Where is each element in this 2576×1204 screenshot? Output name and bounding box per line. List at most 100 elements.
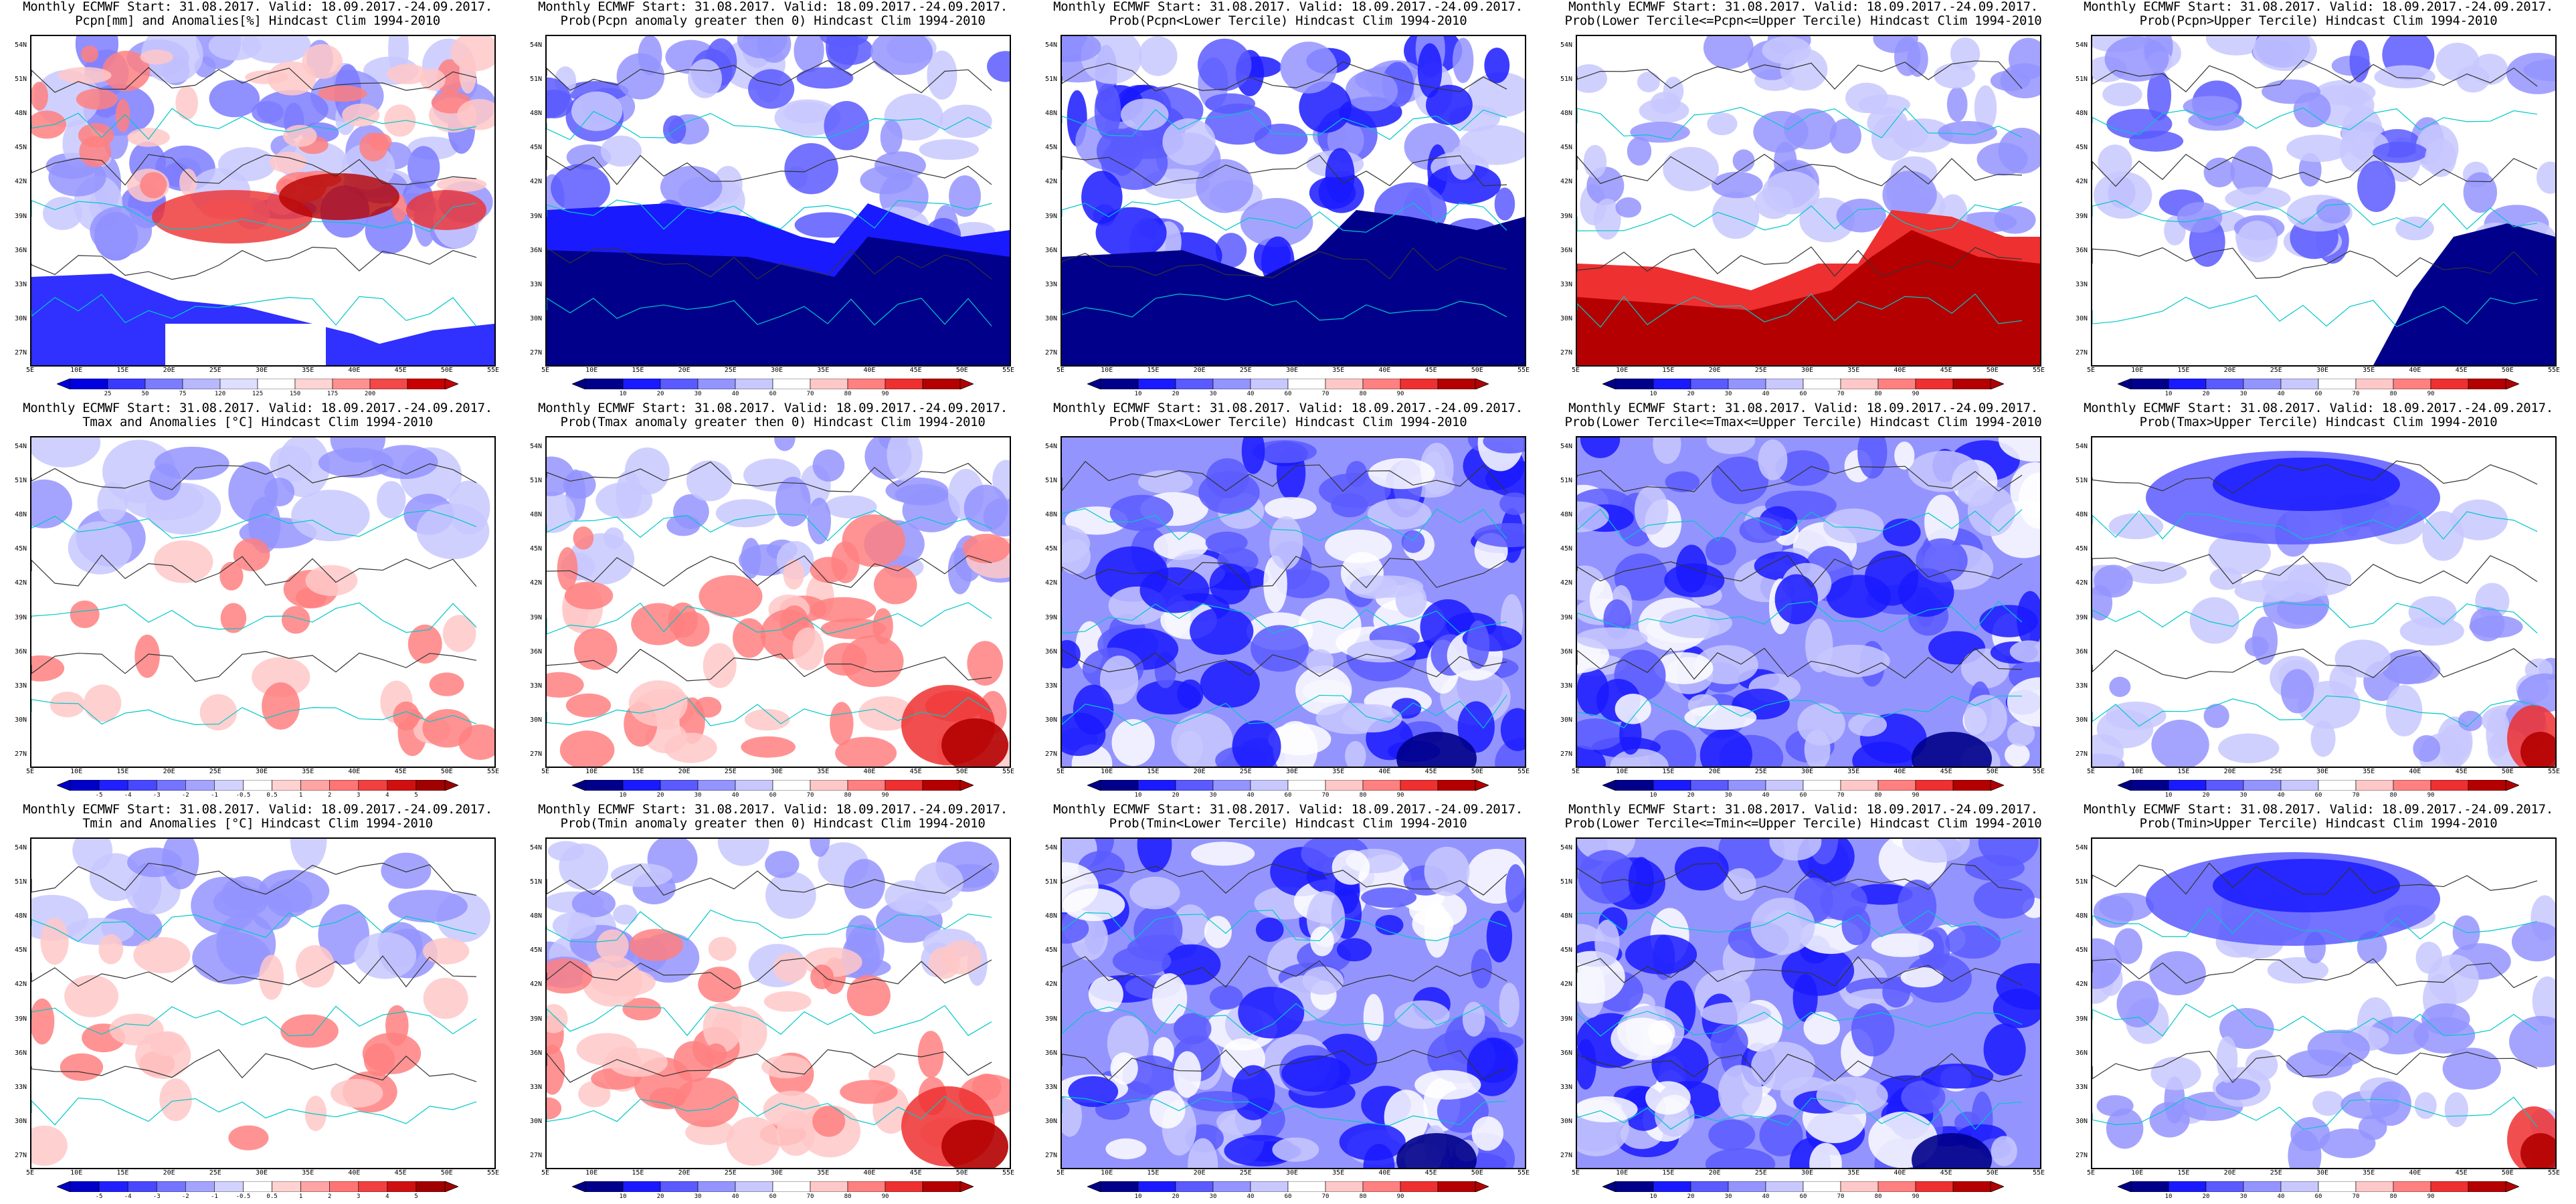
longitude-label: 10E [2131, 1169, 2144, 1177]
latitude-label: 36N [2075, 246, 2088, 254]
longitude-label: 15E [1147, 367, 1160, 374]
colorbar-swatch [1175, 379, 1214, 389]
colorbar-swatch [2280, 1181, 2319, 1192]
longitude-label: 35E [2363, 768, 2375, 775]
longitude-label: 5E [1571, 367, 1580, 374]
longitude-label: 55E [1517, 768, 1530, 775]
latitude-label: 51N [529, 477, 542, 485]
longitude-label: 5E [1056, 367, 1065, 374]
map-panel-p13: Monthly ECMWF Start: 31.08.2017. Valid: … [1030, 803, 1546, 1204]
panel-title-line1: Monthly ECMWF Start: 31.08.2017. Valid: … [1053, 803, 1523, 817]
latitude-label: 45N [529, 946, 542, 955]
colorbar-swatch [2243, 780, 2282, 791]
colorbar-tick-label: 1 [298, 792, 303, 799]
colorbar-tick-label: 20 [1687, 792, 1695, 799]
colorbar-max-arrow [1990, 780, 2004, 791]
longitude-label: 10E [1616, 1169, 1629, 1177]
colorbar-swatch [300, 780, 330, 791]
longitude-label: 50E [955, 367, 968, 374]
colorbar-swatch [98, 780, 128, 791]
latitude-label: 27N [1044, 349, 1057, 357]
colorbar [57, 780, 458, 791]
colorbar-swatch [2130, 1181, 2169, 1192]
latitude-label: 48N [529, 912, 542, 920]
latitude-labels: 54N 51N 48N 45N 42N 39N 36N 33N 30N 27N [1546, 436, 1575, 765]
colorbar [1602, 780, 2004, 791]
latitude-label: 42N [2075, 981, 2088, 989]
panel-title: Monthly ECMWF Start: 31.08.2017. Valid: … [0, 803, 515, 836]
latitude-label: 42N [14, 579, 27, 587]
panel-title: Monthly ECMWF Start: 31.08.2017. Valid: … [2061, 803, 2576, 836]
colorbar-tick-labels: 10 20 30 40 60 70 80 90 [572, 1193, 974, 1201]
longitude-label: 25E [1239, 768, 1252, 775]
colorbar-tick-label: 90 [2427, 1193, 2435, 1200]
longitude-label: 5E [1056, 1169, 1065, 1177]
panel-title: Monthly ECMWF Start: 31.08.2017. Valid: … [515, 401, 1030, 435]
map-frame [30, 35, 496, 367]
colorbar [57, 1181, 458, 1192]
colorbar-tick-label: 80 [2389, 792, 2397, 799]
latitude-label: 30N [1044, 1117, 1057, 1125]
longitude-label: 5E [1571, 768, 1580, 775]
longitude-label: 15E [1147, 768, 1160, 775]
map-panel-p2: Monthly ECMWF Start: 31.08.2017. Valid: … [515, 0, 1030, 401]
colorbar-tick-label: 30 [2239, 1193, 2247, 1200]
longitude-labels: 5E 10E 15E 20E 25E 30E 35E 40E 45E 50E 55E [1056, 1169, 1530, 1179]
colorbar-swatch [294, 379, 333, 389]
longitude-label: 55E [1517, 367, 1530, 374]
latitude-label: 48N [1560, 912, 1572, 920]
map-frame [1061, 837, 1526, 1169]
longitude-label: 50E [955, 768, 968, 775]
longitude-label: 20E [2223, 1169, 2236, 1177]
longitude-label: 30E [1285, 768, 1299, 775]
colorbar-swatch [2243, 379, 2282, 389]
map-panel-p14: Monthly ECMWF Start: 31.08.2017. Valid: … [1546, 803, 2061, 1204]
latitude-label: 36N [529, 647, 542, 656]
latitude-label: 42N [1560, 981, 1572, 989]
latitude-label: 39N [529, 1015, 542, 1023]
latitude-label: 42N [1044, 579, 1057, 587]
longitude-labels: 5E 10E 15E 20E 25E 30E 35E 40E 45E 50E 55E [26, 367, 499, 376]
colorbar-tick-label: 40 [1247, 391, 1255, 397]
colorbar-tick-label: -5 [95, 1193, 103, 1200]
colorbar-swatch [1250, 379, 1289, 389]
colorbar-swatch [2355, 379, 2394, 389]
colorbar-tick-label: 80 [844, 1193, 852, 1200]
latitude-label: 42N [1560, 178, 1572, 186]
colorbar-swatch [1325, 379, 1364, 389]
colorbar-tick-label: 2 [327, 792, 332, 799]
longitude-label: 15E [116, 1169, 129, 1177]
latitude-label: 33N [2075, 1083, 2088, 1091]
longitude-label: 5E [1571, 1169, 1580, 1177]
colorbar-swatch [156, 780, 186, 791]
longitude-label: 25E [209, 768, 221, 775]
map-field [547, 437, 1010, 767]
colorbar-tick-label: 60 [1284, 792, 1292, 799]
latitude-label: 45N [1560, 946, 1572, 955]
colorbar-tick-label: 40 [731, 391, 739, 397]
longitude-label: 35E [302, 768, 314, 775]
map-panel-p9: Monthly ECMWF Start: 31.08.2017. Valid: … [1546, 401, 2061, 803]
latitude-label: 30N [14, 1117, 27, 1125]
colorbar-swatch [1952, 1181, 1991, 1192]
colorbar-tick-label: -2 [181, 792, 189, 799]
panel-title-line2: Tmax and Anomalies [°C] Hindcast Clim 19… [82, 415, 433, 429]
longitude-label: 45E [909, 367, 922, 374]
panel-title: Monthly ECMWF Start: 31.08.2017. Valid: … [1030, 803, 1546, 836]
longitude-label: 55E [2547, 367, 2561, 374]
latitude-label: 54N [1560, 41, 1572, 49]
panel-title-line2: Prob(Pcpn>Upper Tercile) Hindcast Clim 1… [2139, 14, 2498, 28]
colorbar-swatch [407, 379, 446, 389]
latitude-label: 54N [2075, 443, 2088, 450]
longitude-label: 35E [817, 768, 830, 775]
colorbar-tick-labels: 10 20 30 40 60 70 80 90 [1602, 391, 2004, 399]
colorbar-swatch [1840, 379, 1879, 389]
colorbar-swatch [697, 379, 736, 389]
colorbar [572, 780, 974, 791]
longitude-label: 20E [678, 768, 691, 775]
colorbar-swatch [772, 1181, 811, 1192]
colorbar-swatch [2355, 1181, 2394, 1192]
map-panel-p5: Monthly ECMWF Start: 31.08.2017. Valid: … [2061, 0, 2576, 401]
map-frame [1576, 436, 2041, 768]
colorbar-tick-label: 30 [694, 1193, 702, 1200]
